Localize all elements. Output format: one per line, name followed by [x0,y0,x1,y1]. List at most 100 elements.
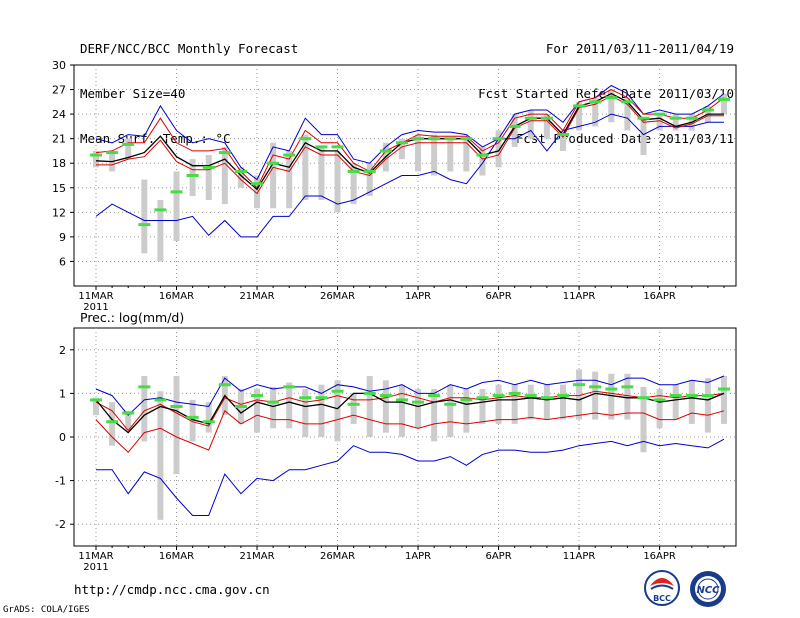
series-line-upper [95,89,725,189]
member-range-bar [527,384,534,420]
ncc-logo: NCC [690,571,726,607]
member-range-bar [447,138,454,172]
y-tick-label: 15 [52,182,66,195]
median-marker [379,149,392,153]
member-range-bar [334,380,341,442]
member-range-bar [221,146,228,205]
y-tick-label: 12 [52,206,66,219]
median-marker [428,394,441,398]
median-marker [621,100,634,104]
y-tick-label: 9 [59,231,66,244]
member-range-bar [721,93,727,115]
median-marker [90,398,102,402]
member-range-bar [302,134,309,201]
plot-frame [73,64,737,287]
median-marker [363,169,376,173]
series-line-min [95,113,724,238]
median-marker [589,100,602,104]
median-marker [122,411,135,415]
member-range-bar [559,384,566,420]
member-range-bar [270,142,277,209]
member-range-bar [109,402,116,446]
median-marker [412,400,425,404]
member-range-bar [447,384,454,437]
median-marker [251,182,264,186]
y-tick-label: 24 [52,108,66,121]
x-tick-label: 6APR [485,551,511,562]
y-tick-label: -1 [55,475,66,488]
median-marker [154,398,167,402]
footer-url[interactable]: http://cmdp.ncc.cma.gov.cn [74,582,270,597]
median-marker [299,137,312,141]
member-range-bar [205,402,212,433]
member-range-bar [141,179,148,254]
member-range-bar [189,159,196,196]
chart-panel-1: 6 9 12 15 18 21 24 27 30 11MAR 16MAR 21MAR 26MAR 1APR… [52,59,737,313]
median-marker [476,153,489,157]
y-tick-label: 30 [52,59,66,72]
member-range-bar [463,389,470,433]
median-marker [621,385,634,389]
member-range-bar [173,375,180,475]
member-range-bar [431,389,438,442]
x-tick-label: 11APR [563,291,596,302]
median-marker [653,398,666,402]
median-marker [122,142,135,146]
series-line-upper [95,390,725,432]
series-line-max [95,84,725,181]
member-range-bar [704,378,711,433]
median-marker [605,96,618,100]
median-marker [202,420,215,424]
member-range-bar [318,146,325,201]
median-marker [186,174,199,177]
median-marker [154,208,167,212]
member-range-bar [286,150,293,209]
member-range-bar [576,101,583,131]
median-marker [218,383,231,387]
median-marker [234,404,247,408]
median-marker [347,402,360,406]
median-marker [637,116,650,120]
median-marker [218,151,231,155]
median-marker [347,169,360,173]
ncc-logo-text: NCC [696,585,720,596]
member-range-bar [479,146,486,176]
bcc-logo-text: BCC [653,594,671,603]
median-marker [637,396,650,400]
member-range-bar [688,380,695,424]
median-marker [556,133,569,137]
plot-frame [73,327,737,547]
member-range-bar [205,155,212,201]
median-marker [444,402,457,406]
median-marker [283,153,296,157]
y-tick-label: 18 [52,157,66,170]
member-range-bar [398,384,405,437]
member-range-bar [125,138,132,160]
member-range-bar [608,373,615,420]
x-tick-label: 11MAR [78,551,113,562]
x-tick-label: 11MAR [78,291,113,302]
y-tick-label: 21 [52,133,66,146]
member-range-bar [350,393,357,424]
median-marker [508,124,521,128]
member-range-bar [93,150,99,168]
median-marker [508,391,521,395]
member-range-bar [415,389,422,429]
forecast-period: For 2011/03/11-2011/04/19 [545,41,734,56]
member-range-bar [254,389,261,433]
member-range-bar [463,138,470,172]
median-marker [540,396,553,400]
member-range-bar [398,138,405,160]
median-marker [331,389,344,393]
member-range-bar [608,89,615,123]
member-range-bar [366,375,373,437]
member-range-bar [559,130,566,151]
member-range-bar [543,114,550,139]
member-range-bar [237,167,244,188]
median-marker [685,394,698,398]
series-line-max [95,375,725,416]
median-marker [90,153,102,157]
median-marker [106,151,119,155]
median-marker [170,190,183,194]
